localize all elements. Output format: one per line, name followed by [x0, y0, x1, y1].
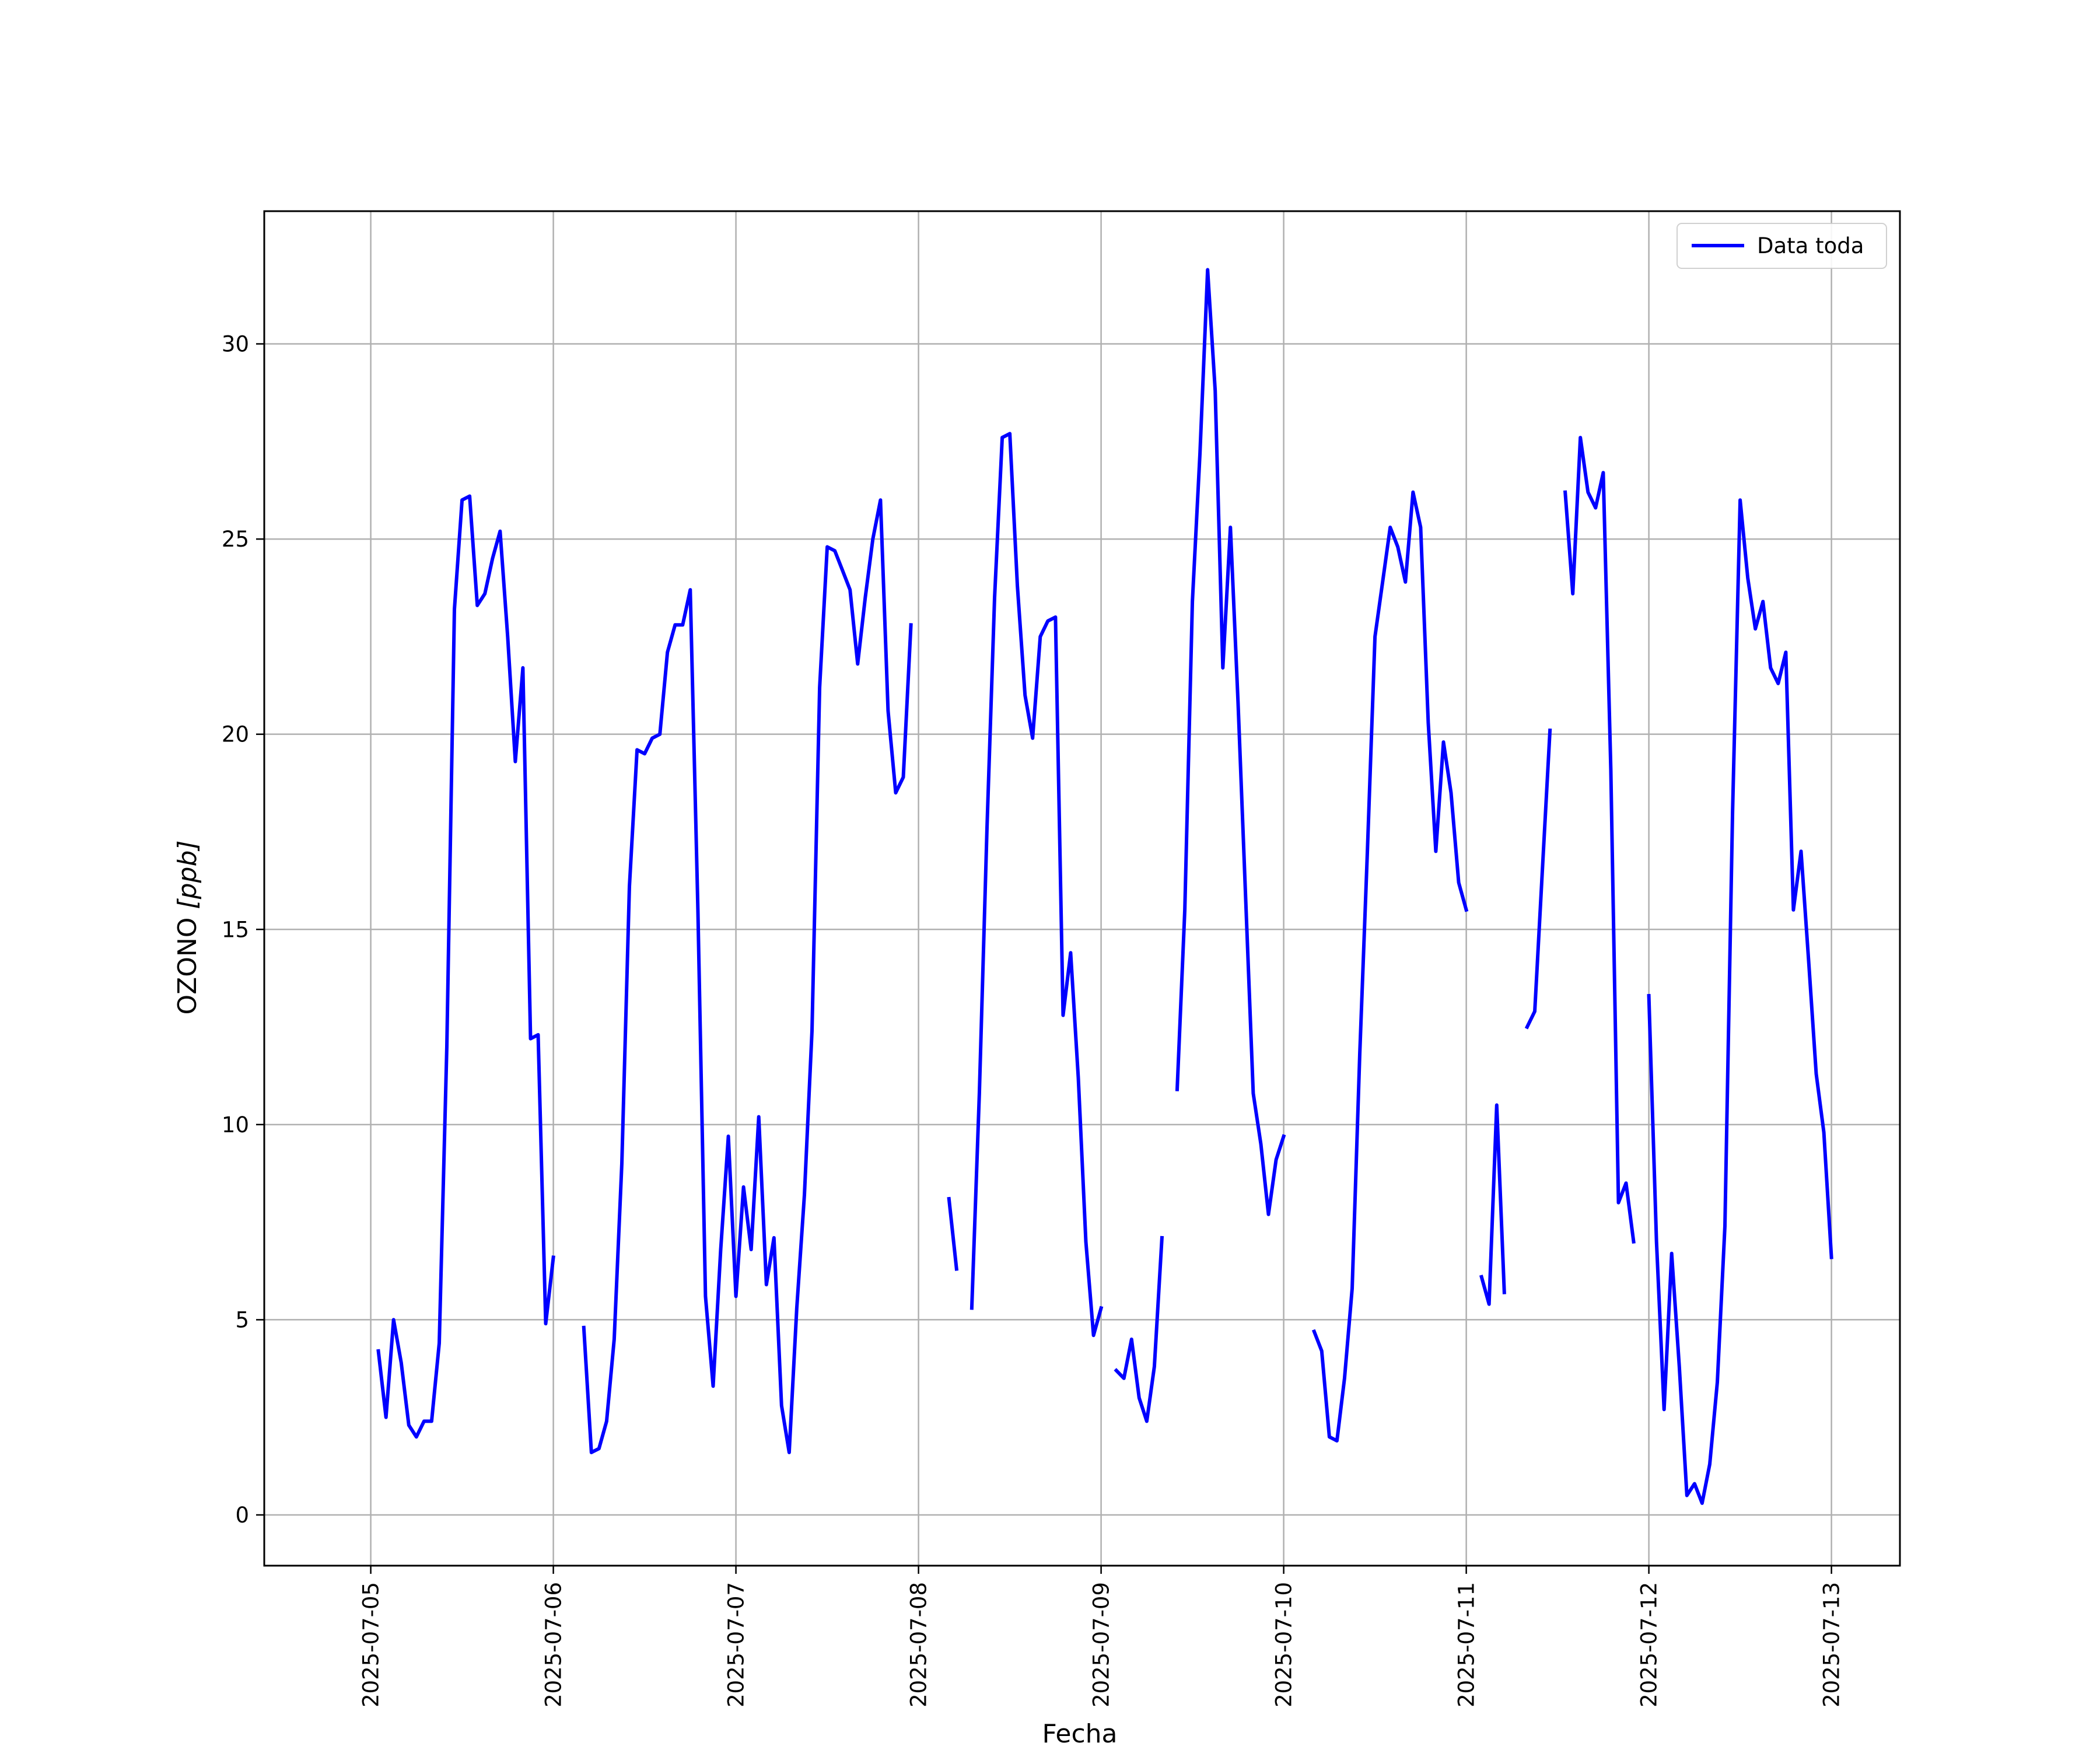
series-line-segment: [1524, 728, 1552, 1030]
y-tick-label: 10: [222, 1112, 249, 1138]
y-axis-label: OZONO [ppb]: [173, 840, 202, 1014]
y-tick-label: 25: [222, 527, 249, 552]
x-tick-label: 2025-07-05: [359, 1582, 384, 1707]
series-line-segment: [1311, 490, 1469, 1443]
series-line-segment: [1647, 498, 1833, 1505]
x-axis-label: Fecha: [1042, 1719, 1117, 1749]
series-line-segment: [947, 1196, 959, 1271]
series-line-segment: [376, 494, 555, 1439]
plot-frame: [263, 210, 1901, 1567]
x-tick-label: 2025-07-06: [541, 1582, 566, 1707]
series-line-segment: [1563, 436, 1636, 1244]
series-line-segment: [582, 498, 913, 1454]
series-line-segment: [970, 432, 1104, 1338]
y-tick-label: 20: [222, 722, 249, 747]
y-axis-label-unit: [ppb]: [173, 840, 202, 909]
x-tick-label: 2025-07-08: [907, 1582, 932, 1707]
legend: Data toda: [1676, 223, 1887, 269]
x-tick-label: 2025-07-12: [1637, 1582, 1662, 1707]
x-tick-label: 2025-07-13: [1819, 1582, 1845, 1707]
series-line-segment: [1479, 1103, 1506, 1306]
legend-label-data-toda: Data toda: [1757, 233, 1864, 258]
y-tick-label: 15: [222, 917, 249, 942]
x-tick-label: 2025-07-07: [724, 1582, 749, 1707]
series-line-segment: [1175, 268, 1286, 1216]
x-axis-ticks: 2025-07-05 2025-07-06 2025-07-07 2025-07-08…: [359, 1566, 1845, 1707]
x-tick-label: 2025-07-09: [1089, 1582, 1114, 1707]
x-tick-label: 2025-07-10: [1272, 1582, 1297, 1707]
series-line-segment: [1114, 1236, 1164, 1423]
y-tick-label: 5: [235, 1307, 249, 1332]
y-axis-ticks: 0 5 10 15 20 25 30: [222, 332, 264, 1528]
y-tick-label: 30: [222, 332, 249, 357]
y-tick-label: 0: [235, 1503, 249, 1528]
y-axis-label-name: OZONO: [173, 918, 202, 1015]
legend-box: [1676, 223, 1887, 269]
grid: [264, 211, 1900, 1566]
x-tick-label: 2025-07-11: [1454, 1582, 1479, 1707]
series-data-toda: [376, 268, 1833, 1505]
